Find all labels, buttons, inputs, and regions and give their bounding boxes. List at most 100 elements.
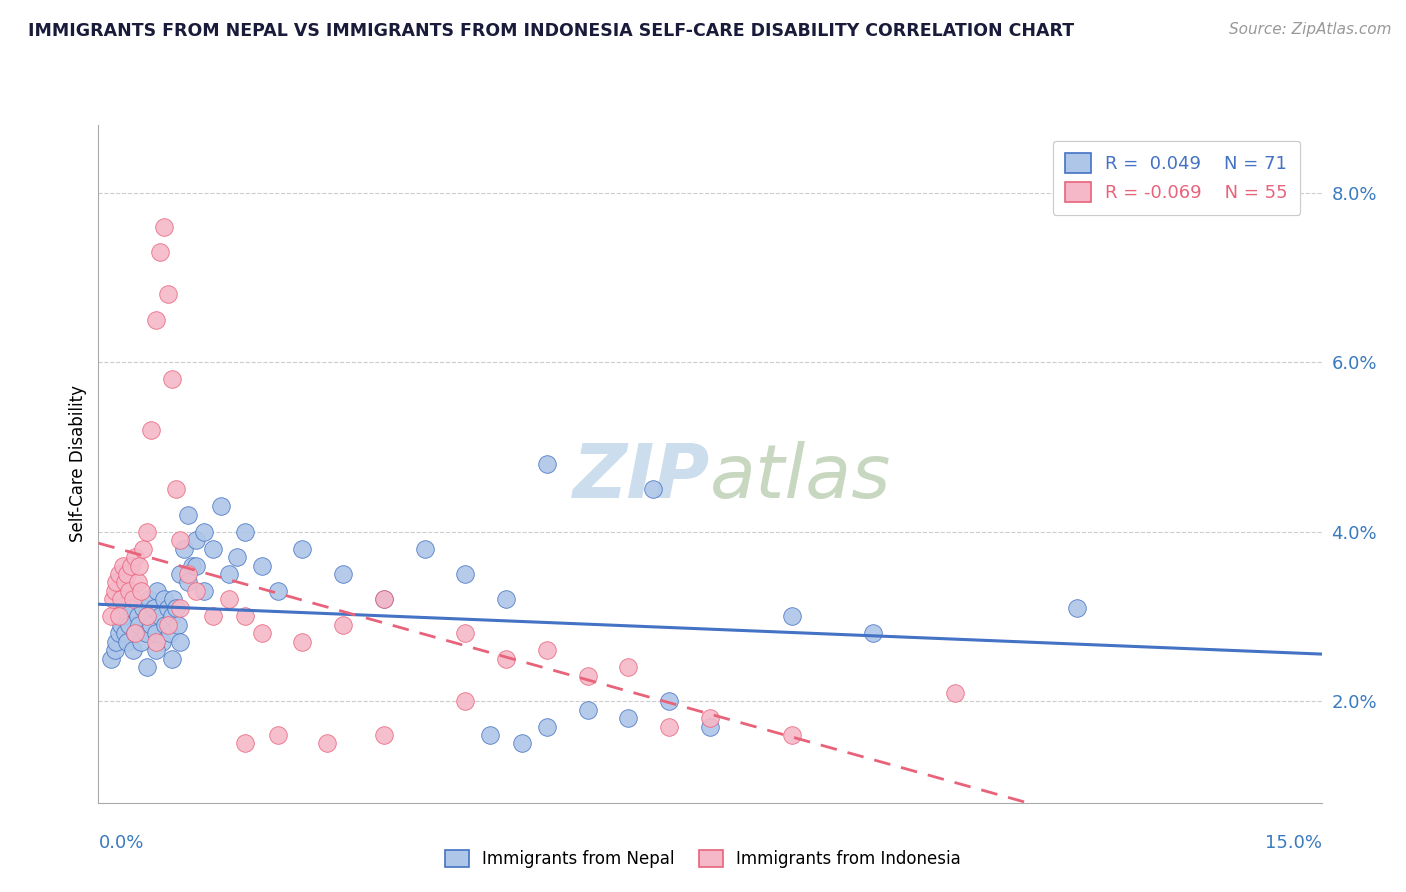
Point xyxy=(124,626,146,640)
Point xyxy=(536,643,558,657)
Point xyxy=(233,737,256,751)
Point xyxy=(118,583,141,598)
Point xyxy=(478,728,501,742)
Point xyxy=(201,541,224,556)
Point xyxy=(169,601,191,615)
Point xyxy=(160,372,183,386)
Point xyxy=(780,728,803,742)
Point xyxy=(943,685,966,699)
Point xyxy=(145,626,167,640)
Point xyxy=(218,592,240,607)
Point xyxy=(233,524,256,539)
Point xyxy=(136,524,159,539)
Point xyxy=(454,626,477,640)
Point xyxy=(699,711,721,725)
Point xyxy=(129,635,152,649)
Point xyxy=(149,244,172,259)
Point xyxy=(132,541,155,556)
Point xyxy=(495,592,517,607)
Point xyxy=(145,635,167,649)
Point xyxy=(145,313,167,327)
Point xyxy=(160,651,183,665)
Point xyxy=(136,609,159,624)
Point xyxy=(177,508,200,522)
Legend: R =  0.049    N = 71, R = -0.069    N = 55: R = 0.049 N = 71, R = -0.069 N = 55 xyxy=(1053,141,1301,215)
Point xyxy=(141,423,163,437)
Point xyxy=(250,558,273,573)
Point xyxy=(165,601,187,615)
Point xyxy=(454,567,477,582)
Point xyxy=(110,592,132,607)
Point xyxy=(159,626,181,640)
Point xyxy=(617,711,640,725)
Y-axis label: Self-Care Disability: Self-Care Disability xyxy=(69,385,87,542)
Point xyxy=(111,609,134,624)
Point xyxy=(193,583,215,598)
Point xyxy=(114,575,136,590)
Point xyxy=(120,601,142,615)
Point xyxy=(291,541,314,556)
Point xyxy=(129,583,152,598)
Point xyxy=(267,583,290,598)
Point xyxy=(186,558,208,573)
Point xyxy=(167,617,190,632)
Point xyxy=(165,482,187,496)
Point xyxy=(156,617,179,632)
Point xyxy=(115,567,138,582)
Point xyxy=(536,719,558,733)
Point xyxy=(218,567,240,582)
Point xyxy=(121,643,143,657)
Point xyxy=(142,601,165,615)
Point xyxy=(576,703,599,717)
Point xyxy=(145,643,167,657)
Point xyxy=(267,728,290,742)
Point xyxy=(617,660,640,674)
Point xyxy=(641,482,664,496)
Text: 15.0%: 15.0% xyxy=(1264,834,1322,852)
Legend: Immigrants from Nepal, Immigrants from Indonesia: Immigrants from Nepal, Immigrants from I… xyxy=(439,843,967,875)
Point xyxy=(169,567,191,582)
Point xyxy=(454,694,477,708)
Point xyxy=(127,609,149,624)
Point xyxy=(373,592,395,607)
Point xyxy=(135,626,157,640)
Point xyxy=(128,558,150,573)
Point xyxy=(156,601,179,615)
Point xyxy=(104,643,127,657)
Point xyxy=(152,592,174,607)
Point xyxy=(146,583,169,598)
Point xyxy=(576,669,599,683)
Point xyxy=(101,592,124,607)
Point xyxy=(1066,601,1088,615)
Point xyxy=(100,651,122,665)
Point xyxy=(118,617,141,632)
Point xyxy=(658,719,681,733)
Point xyxy=(332,617,354,632)
Point xyxy=(108,609,131,624)
Point xyxy=(699,719,721,733)
Point xyxy=(111,558,134,573)
Point xyxy=(315,737,337,751)
Point xyxy=(495,651,517,665)
Point xyxy=(136,609,159,624)
Point xyxy=(124,626,146,640)
Point xyxy=(332,567,354,582)
Point xyxy=(169,635,191,649)
Point xyxy=(780,609,803,624)
Point xyxy=(862,626,884,640)
Point xyxy=(105,575,128,590)
Point xyxy=(186,583,208,598)
Point xyxy=(160,609,183,624)
Point xyxy=(120,558,142,573)
Point xyxy=(373,728,395,742)
Point xyxy=(115,635,138,649)
Point xyxy=(291,635,314,649)
Point xyxy=(233,609,256,624)
Point xyxy=(226,549,249,565)
Point xyxy=(149,609,172,624)
Text: 0.0%: 0.0% xyxy=(98,834,143,852)
Point xyxy=(155,617,177,632)
Point xyxy=(373,592,395,607)
Point xyxy=(186,533,208,547)
Point xyxy=(250,626,273,640)
